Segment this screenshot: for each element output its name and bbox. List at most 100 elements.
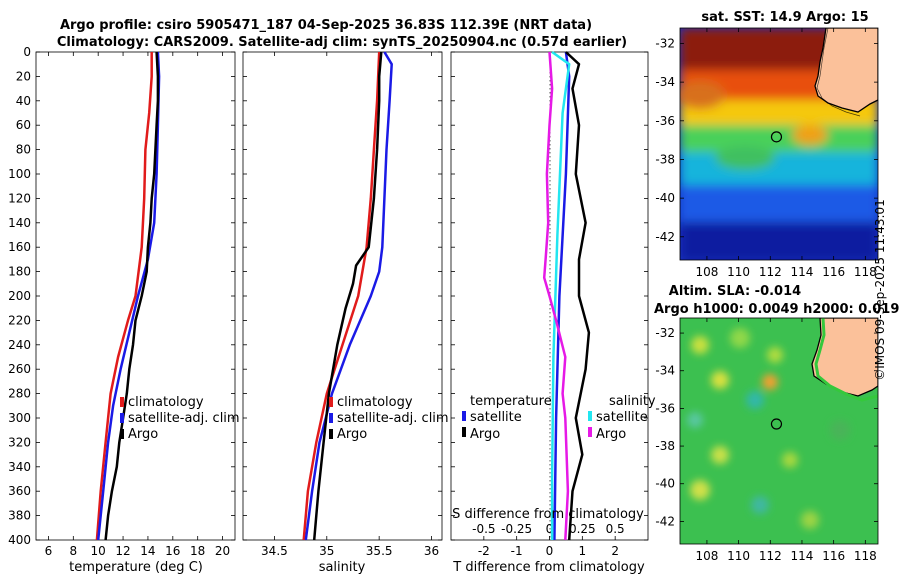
sla-blob xyxy=(687,412,703,428)
depth-tick-label: 0 xyxy=(23,45,31,59)
x-tick-label: 35.5 xyxy=(366,544,393,558)
depth-tick-label: 400 xyxy=(8,533,31,547)
sla-map-frame xyxy=(679,317,879,545)
sla-argo-marker xyxy=(770,418,783,430)
map-y-tick-label: -32 xyxy=(655,36,675,50)
legend-swatch-s-satellite xyxy=(588,411,592,421)
s-difference-axis: -0.5 -0.25 0 0.25 0.5 xyxy=(472,522,625,536)
map-y-tick-label: -38 xyxy=(655,439,675,453)
x-tick-label: 8 xyxy=(69,544,77,558)
depth-tick-label: 100 xyxy=(8,167,31,181)
series-climatology xyxy=(302,51,381,541)
sla-blob xyxy=(711,371,729,389)
sst-deep-blue-band xyxy=(680,222,878,260)
map-y-tick-label: -42 xyxy=(655,230,675,244)
x-tick-label: 34.5 xyxy=(261,544,288,558)
difference-panel: -2 -1 0 1 2 -0.5 -0.25 0 0.25 0.5 temperature sa… xyxy=(450,50,656,575)
depth-tick-label: 20 xyxy=(16,69,31,83)
s-tick-label: 0.5 xyxy=(606,522,625,536)
figure-title-line1: Argo profile: csiro 5905471_187 04-Sep-2… xyxy=(60,18,592,33)
x-tick-label: 18 xyxy=(190,544,205,558)
difference-xlabel: T difference from climatology xyxy=(452,560,645,575)
x-tick-label: 35 xyxy=(319,544,334,558)
sst-eddy-green xyxy=(715,146,775,170)
depth-tick-label: 200 xyxy=(8,289,31,303)
sst-map: sat. SST: 14.9 Argo: 15 108 110 112 114 116 1… xyxy=(655,10,879,279)
map-y-tick-label: -36 xyxy=(655,114,675,128)
x-tick-label: -1 xyxy=(511,544,523,558)
depth-tick-label: 220 xyxy=(8,313,31,327)
depth-tick-label: 380 xyxy=(8,509,31,523)
map-x-tick-label: 110 xyxy=(727,265,750,279)
sal-legend-label-satellite-adj: satellite-adj. clim xyxy=(337,411,449,426)
sst-map-title: sat. SST: 14.9 Argo: 15 xyxy=(701,10,868,25)
legend-label-satellite-adj: satellite-adj. clim xyxy=(128,411,240,426)
sst-map-frame xyxy=(679,27,879,261)
series-t-argo xyxy=(565,51,591,541)
depth-tick-label: 180 xyxy=(8,265,31,279)
salinity-xlabel: salinity xyxy=(319,560,366,575)
map-y-tick-label: -36 xyxy=(655,401,675,415)
map-x-tick-label: 118 xyxy=(854,549,877,563)
sst-coast-outline xyxy=(816,28,861,117)
map-y-tick-label: -40 xyxy=(655,477,675,491)
sst-cyan-band xyxy=(680,152,878,187)
sal-legend-label-climatology: climatology xyxy=(337,395,413,410)
salinity-legend: climatology satellite-adj. clim Argo xyxy=(329,395,449,442)
sla-blob xyxy=(711,446,729,464)
depth-tick-label: 280 xyxy=(8,387,31,401)
x-tick-label: 16 xyxy=(165,544,180,558)
map-x-tick-label: 108 xyxy=(695,265,718,279)
legend-swatch-t-satellite xyxy=(462,411,466,421)
temperature-legend: climatology satellite-adj. clim Argo xyxy=(120,395,240,442)
sla-map-axes: 108 110 112 114 116 118 -32 -34 -36 -38 -40 -42 xyxy=(655,318,878,563)
depth-tick-label: 260 xyxy=(8,362,31,376)
sal-legend-swatch-climatology xyxy=(329,397,333,407)
difference-legend: temperature satellite Argo salinity sate… xyxy=(462,394,656,442)
salinity-panel: 34.5 35 35.5 36 climatology satellite-adj. … xyxy=(242,51,449,575)
depth-axis: 0 20 40 60 80 100 120 140 160 180 200 220 240 260 280 3… xyxy=(8,45,235,547)
sst-eddy-orange xyxy=(680,81,725,109)
sla-blob-cyan xyxy=(746,391,764,409)
depth-tick-label: 80 xyxy=(16,143,31,157)
sla-blob xyxy=(691,336,709,354)
depth-tick-label: 360 xyxy=(8,484,31,498)
legend-swatch-satellite-adj xyxy=(120,413,124,423)
legend-swatch-climatology xyxy=(120,397,124,407)
sst-eddy-amber xyxy=(792,125,828,145)
x-tick-label: 0 xyxy=(546,544,554,558)
difference-series xyxy=(542,50,591,541)
s-tick-label: -0.5 xyxy=(472,522,495,536)
legend-label-s-satellite: satellite xyxy=(596,410,648,425)
series-s-satellite xyxy=(550,50,571,540)
x-tick-label: -2 xyxy=(478,544,490,558)
s-tick-label: -0.25 xyxy=(501,522,532,536)
map-y-tick-label: -34 xyxy=(655,75,675,89)
legend-label-t-argo: Argo xyxy=(470,427,500,442)
s-tick-label: 0 xyxy=(546,522,554,536)
sla-map-field xyxy=(680,318,878,544)
sal-legend-label-argo: Argo xyxy=(337,427,367,442)
x-tick-label: 1 xyxy=(579,544,587,558)
temperature-xlabel: temperature (deg C) xyxy=(69,560,203,575)
map-x-tick-label: 118 xyxy=(854,265,877,279)
sst-map-field xyxy=(680,28,878,260)
x-tick-label: 36 xyxy=(424,544,439,558)
legend-swatch-t-argo xyxy=(462,427,466,437)
sla-coast-band xyxy=(814,318,878,402)
legend-swatch-argo xyxy=(120,429,124,439)
map-x-tick-label: 108 xyxy=(695,549,718,563)
series-satellite-adj-clim xyxy=(96,51,161,541)
figure-title-line2: Climatology: CARS2009. Satellite-adj cli… xyxy=(57,35,627,50)
legend-label-t-satellite: satellite xyxy=(470,410,522,425)
sst-land-australia xyxy=(814,28,878,113)
sla-map-title-line1: Altim. SLA: -0.014 xyxy=(669,284,801,299)
sal-legend-swatch-argo xyxy=(329,429,333,439)
sla-blob xyxy=(801,511,819,529)
sla-blob-orange xyxy=(762,374,778,390)
depth-tick-label: 140 xyxy=(8,216,31,230)
depth-tick-label: 40 xyxy=(16,94,31,108)
depth-tick-label: 60 xyxy=(16,118,31,132)
series-satellite-adj-clim xyxy=(304,51,393,541)
